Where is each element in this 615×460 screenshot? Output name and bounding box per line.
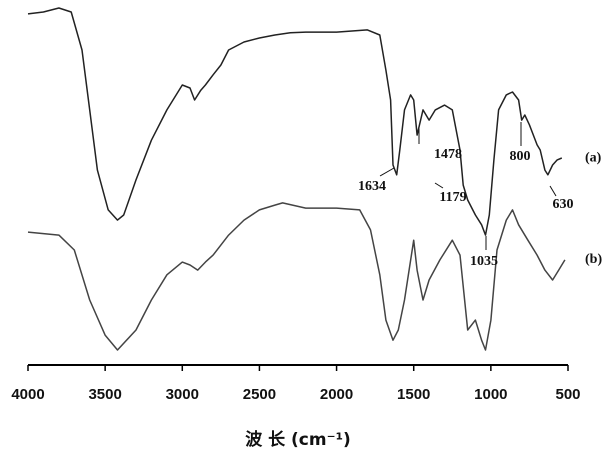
x-tick-label: 3500 <box>88 386 121 403</box>
x-axis-label: 波 长 (cm⁻¹) <box>245 429 351 450</box>
series-label: (a) <box>585 150 602 165</box>
peak-label: 1179 <box>439 190 466 205</box>
annotation-arrows <box>380 122 556 250</box>
x-tick-label: 1500 <box>397 386 430 403</box>
x-tick-label: 500 <box>555 386 580 403</box>
peak-label: 800 <box>510 149 531 164</box>
peak-label: 1478 <box>434 147 462 162</box>
peak-label: 630 <box>553 197 574 212</box>
x-tick-label: 4000 <box>11 386 44 403</box>
x-tick-label: 1000 <box>474 386 507 403</box>
spectrum-line <box>28 8 562 235</box>
peak-label: 1035 <box>470 254 498 269</box>
series-label: (b) <box>585 252 602 267</box>
spectrum-line <box>28 203 565 350</box>
x-tick-label: 3000 <box>166 386 199 403</box>
x-tick-label: 2500 <box>243 386 276 403</box>
peak-label: 1634 <box>358 179 386 194</box>
x-tick-label: 2000 <box>320 386 353 403</box>
chart: 波 长 (cm⁻¹) 4000 3500 3000 2500 2000 1500 1000 5… <box>0 0 615 460</box>
